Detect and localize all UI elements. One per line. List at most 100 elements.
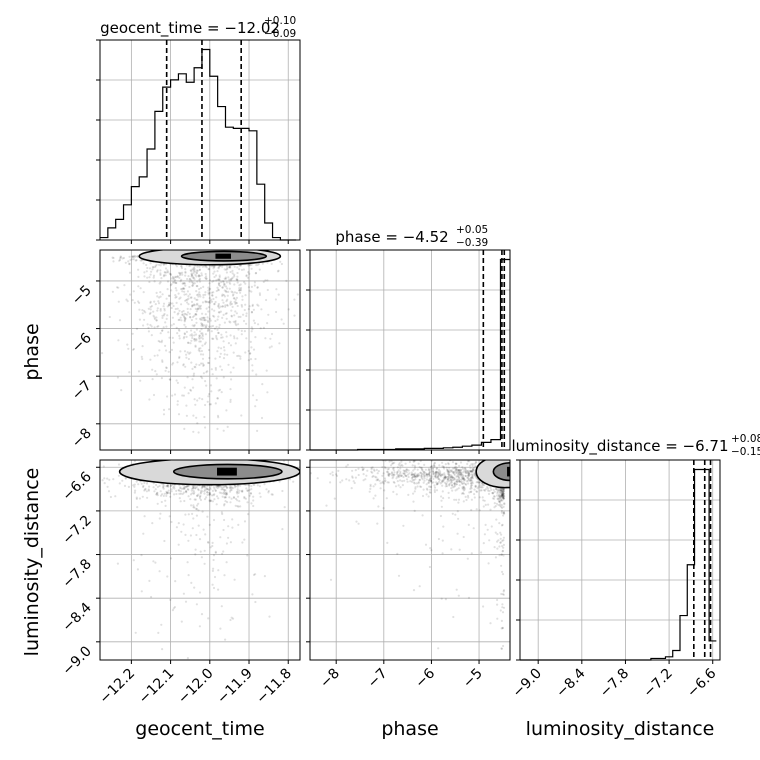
scatter-point: [224, 496, 228, 499]
scatter-point: [447, 471, 450, 474]
scatter-point: [132, 484, 135, 487]
scatter-point: [203, 319, 206, 322]
gridlines: [310, 460, 510, 660]
scatter-point: [171, 394, 174, 397]
scatter-point: [188, 264, 191, 268]
scatter-point: [470, 484, 473, 487]
scatter-point: [466, 472, 469, 475]
scatter-point: [200, 316, 203, 320]
scatter-point: [498, 493, 501, 496]
scatter-point: [469, 470, 472, 473]
scatter-point: [209, 319, 212, 322]
scatter-point: [228, 266, 231, 269]
scatter-point: [185, 353, 188, 356]
scatter-point: [213, 487, 216, 490]
scatter-point: [376, 478, 379, 481]
scatter-point: [461, 482, 464, 485]
scatter-point: [442, 473, 445, 476]
scatter-point: [172, 323, 175, 326]
scatter-point: [244, 303, 247, 306]
scatter-point: [496, 540, 499, 543]
scatter-point: [455, 462, 458, 465]
scatter-point: [236, 275, 239, 278]
scatter-point: [419, 471, 422, 474]
scatter-point: [210, 330, 213, 333]
scatter-point: [143, 481, 146, 485]
scatter-point: [185, 485, 188, 488]
scatter-point: [237, 523, 240, 527]
scatter-point: [464, 470, 467, 473]
scatter-point: [267, 489, 270, 493]
scatter-point: [427, 479, 431, 482]
scatter-point: [195, 310, 198, 313]
scatter-point: [471, 464, 474, 467]
scatter-point: [169, 484, 172, 487]
scatter-point: [502, 539, 505, 542]
scatter-point: [233, 484, 236, 487]
scatter-point: [416, 474, 419, 477]
scatter-point: [475, 490, 478, 493]
scatter-point: [408, 460, 411, 464]
scatter-point: [249, 264, 252, 267]
scatter-point: [168, 301, 171, 304]
scatter-point: [400, 463, 403, 466]
scatter-point: [467, 469, 470, 472]
scatter-point: [208, 491, 212, 495]
scatter-point: [425, 483, 428, 486]
scatter-point: [222, 488, 225, 491]
scatter-point: [228, 496, 231, 499]
scatter-point: [423, 475, 427, 478]
scatter-point: [376, 472, 379, 475]
scatter-point: [467, 523, 470, 527]
scatter-point: [222, 346, 226, 349]
scatter-point: [153, 317, 156, 320]
scatter-point: [176, 275, 179, 278]
scatter-point: [211, 324, 215, 328]
scatter-point: [379, 482, 382, 485]
scatter-point: [373, 469, 376, 472]
scatter-point: [157, 300, 160, 303]
scatter-point: [198, 307, 201, 310]
scatter-point: [158, 517, 161, 520]
scatter-point: [196, 269, 199, 272]
scatter-point: [452, 486, 455, 489]
scatter-point: [207, 286, 210, 289]
scatter-point: [118, 258, 122, 261]
scatter-point: [103, 482, 106, 485]
scatter-point: [163, 274, 166, 277]
scatter-point: [274, 298, 277, 301]
scatter-point: [190, 281, 193, 284]
scatter-point: [243, 281, 246, 284]
scatter-point: [149, 273, 152, 276]
scatter-point: [193, 304, 196, 307]
scatter-point: [159, 269, 162, 272]
scatter-point: [143, 275, 146, 278]
scatter-point: [461, 467, 465, 470]
scatter-point: [161, 316, 164, 319]
scatter-point: [192, 272, 195, 275]
scatter-point: [189, 308, 192, 311]
scatter-point: [339, 481, 342, 484]
scatter-point: [161, 648, 164, 651]
scatter-point: [188, 285, 191, 289]
scatter-point: [231, 276, 234, 279]
scatter-point: [256, 286, 259, 289]
scatter-point: [223, 496, 226, 499]
scatter-point: [203, 498, 207, 501]
scatter-point: [453, 482, 456, 485]
scatter-point: [460, 469, 463, 472]
scatter-point: [106, 477, 109, 480]
scatter-point: [391, 462, 395, 465]
scatter-point: [179, 296, 182, 299]
scatter-point: [427, 467, 430, 470]
scatter-point: [240, 286, 243, 290]
scatter-point: [208, 288, 211, 291]
scatter-point: [239, 484, 242, 487]
scatter-point: [198, 495, 201, 498]
scatter-point: [214, 551, 217, 554]
scatter-point: [195, 416, 198, 419]
scatter-point: [199, 287, 202, 290]
scatter-point: [469, 469, 472, 472]
scatter-point: [396, 466, 399, 469]
scatter-point: [175, 281, 178, 285]
